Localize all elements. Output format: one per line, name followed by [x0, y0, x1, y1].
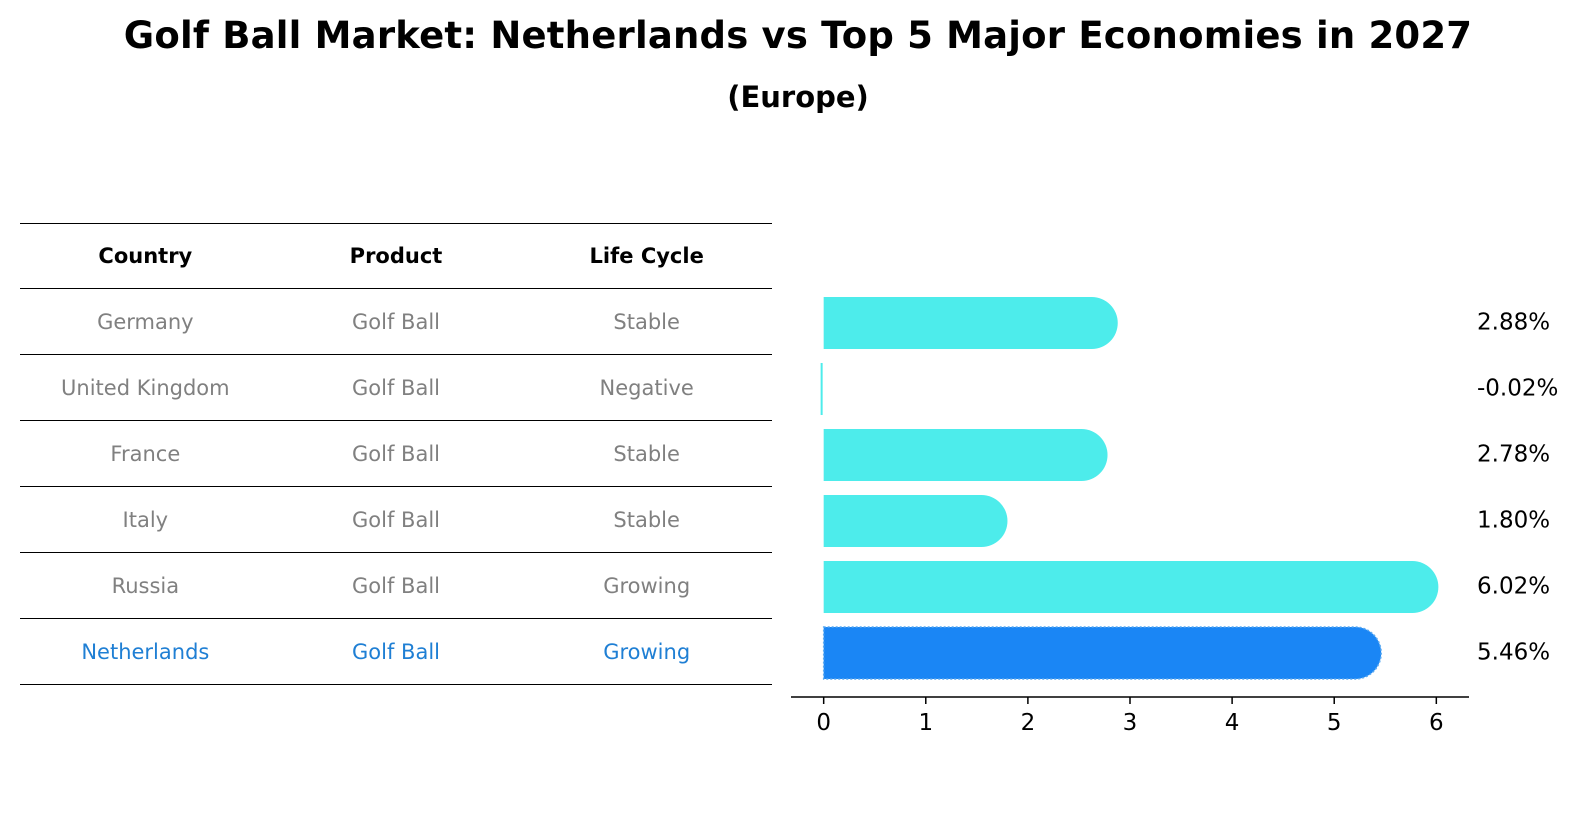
value-label-france: 2.78% — [1477, 442, 1550, 468]
table-row: France Golf Ball Stable — [20, 421, 772, 487]
x-tick-label-6: 6 — [1429, 710, 1444, 736]
life-cycle-cell: Growing — [603, 573, 691, 598]
product-cell: Golf Ball — [352, 375, 440, 400]
country-cell: France — [110, 441, 181, 466]
bar-netherlands — [822, 626, 1382, 680]
product-cell: Golf Ball — [352, 573, 440, 598]
country-cell: Netherlands — [81, 639, 210, 664]
x-tick-label-4: 4 — [1225, 710, 1240, 736]
product-cell: Golf Ball — [352, 639, 440, 664]
table-row: United Kingdom Golf Ball Negative — [20, 355, 772, 421]
country-cell: Italy — [122, 507, 169, 532]
product-cell: Golf Ball — [352, 309, 440, 334]
bar-united-kingdom — [820, 363, 823, 415]
chart-subtitle: (Europe) — [727, 80, 869, 114]
chart-title: Golf Ball Market: Netherlands vs Top 5 M… — [123, 14, 1473, 57]
country-cell: Germany — [97, 309, 194, 334]
table-row: Italy Golf Ball Stable — [20, 487, 772, 553]
value-label-united-kingdom: -0.02% — [1477, 376, 1558, 402]
value-label-netherlands: 5.46% — [1477, 640, 1550, 666]
x-tick-label-1: 1 — [918, 710, 933, 736]
header-country: Country — [98, 244, 193, 268]
life-cycle-cell: Stable — [613, 507, 680, 532]
x-tick-label-3: 3 — [1123, 710, 1138, 736]
country-cell: United Kingdom — [61, 375, 230, 400]
country-cell: Russia — [111, 573, 180, 598]
value-label-russia: 6.02% — [1477, 574, 1550, 600]
bar-germany — [823, 297, 1118, 349]
bar-italy — [823, 495, 1008, 547]
life-cycle-cell: Negative — [599, 375, 694, 400]
table-row: Germany Golf Ball Stable — [20, 289, 772, 355]
life-cycle-cell: Stable — [613, 309, 680, 334]
value-label-italy: 1.80% — [1477, 508, 1550, 534]
value-label-germany: 2.88% — [1477, 310, 1550, 336]
x-tick-label-5: 5 — [1327, 710, 1342, 736]
product-cell: Golf Ball — [352, 441, 440, 466]
life-cycle-cell: Stable — [613, 441, 680, 466]
header-product: Product — [349, 244, 443, 268]
x-tick-label-2: 2 — [1021, 710, 1036, 736]
bar-russia — [823, 561, 1439, 613]
table-row: Russia Golf Ball Growing — [20, 553, 772, 619]
table-header-row: Country Product Life Cycle — [20, 223, 772, 289]
country-table: Country Product Life Cycle Germany Golf … — [20, 223, 772, 685]
product-cell: Golf Ball — [352, 507, 440, 532]
life-cycle-cell: Growing — [603, 639, 691, 664]
bar-france — [823, 429, 1108, 481]
header-life-cycle: Life Cycle — [589, 244, 704, 268]
table-row-highlighted: Netherlands Golf Ball Growing — [20, 619, 772, 685]
x-tick-label-0: 0 — [816, 710, 831, 736]
